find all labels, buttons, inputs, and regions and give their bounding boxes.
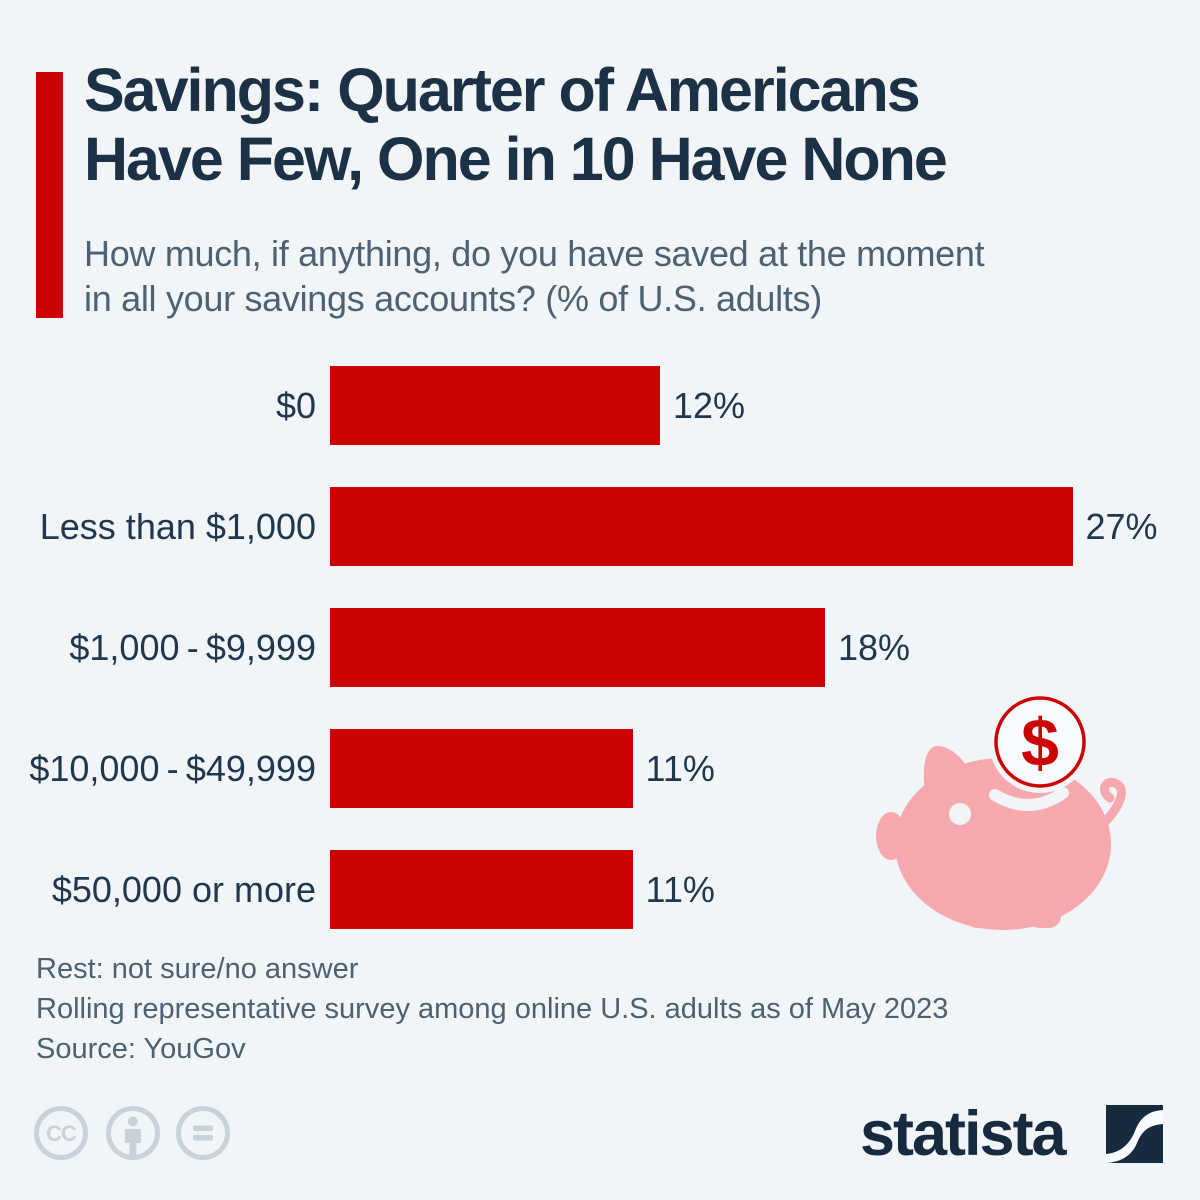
title-line-2: Have Few, One in 10 Have None (84, 125, 948, 193)
footnote-source: Source: YouGov (36, 1033, 246, 1065)
equals-nd-icon[interactable] (174, 1104, 232, 1162)
chart-row: $1,000 - $9,999 18% (0, 608, 1200, 687)
attribution-person-icon[interactable] (104, 1104, 162, 1162)
category-label: Less than $1,000 (39, 505, 316, 547)
statista-logo-mark[interactable] (1106, 1105, 1163, 1168)
cc-icon[interactable]: CC (32, 1104, 90, 1162)
value-label: 18% (838, 626, 911, 668)
value-bar (330, 366, 660, 445)
footnotes: Rest: not sure/no answer Rolling represe… (36, 949, 948, 1069)
footnote-survey: Rolling representative survey among onli… (36, 993, 949, 1025)
category-label: $0 (275, 384, 316, 426)
value-label: 27% (1085, 505, 1158, 547)
value-bar (330, 850, 633, 929)
red-accent-bar (36, 72, 63, 318)
category-label: $50,000 or more (51, 868, 316, 910)
value-bar (330, 487, 1073, 566)
svg-text:CC: CC (46, 1121, 77, 1146)
value-label: 11% (645, 868, 715, 910)
dollar-coin-icon: $ (994, 696, 1086, 788)
category-label: $1,000 - $9,999 (69, 626, 316, 668)
piggy-bank-illustration: $ (875, 686, 1130, 941)
category-label: $10,000 - $49,999 (29, 747, 316, 789)
title-line-1: Savings: Quarter of Americans (84, 56, 921, 124)
value-bar (330, 729, 633, 808)
dollar-symbol: $ (1021, 705, 1059, 781)
piggy-bank-icon: $ (876, 691, 1126, 930)
subtitle-line-1: How much, if anything, do you have saved… (84, 233, 985, 274)
page-title: Savings: Quarter of Americans Have Few, … (84, 56, 948, 194)
chart-row: $10,000 - $49,999 11% (0, 729, 1200, 808)
statista-wordmark[interactable]: statista (860, 1099, 1067, 1169)
chart-subtitle: How much, if anything, do you have saved… (84, 231, 985, 321)
chart-row: $0 12% (0, 366, 1200, 445)
value-label: 12% (673, 384, 746, 426)
footnote-rest: Rest: not sure/no answer (36, 953, 359, 985)
value-bar (330, 608, 825, 687)
chart-row: $50,000 or more 11% (0, 850, 1200, 929)
statista-swoosh-icon (1106, 1105, 1163, 1163)
chart-row: Less than $1,000 27% (0, 487, 1200, 566)
subtitle-line-2: in all your savings accounts? (% of U.S.… (84, 278, 822, 319)
value-label: 11% (645, 747, 715, 789)
